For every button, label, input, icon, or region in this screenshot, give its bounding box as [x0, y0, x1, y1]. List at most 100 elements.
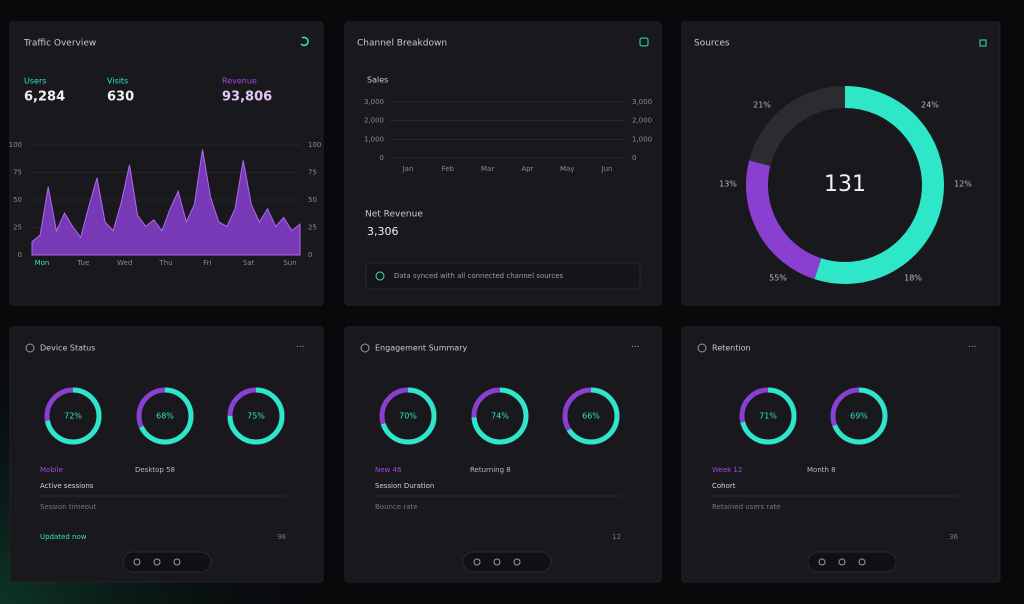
- refresh-icon[interactable]: [300, 36, 309, 47]
- label: New 46: [375, 466, 402, 474]
- notice-icon: [375, 271, 385, 281]
- gauge-arc: [227, 387, 285, 445]
- notice-bar: [365, 262, 641, 290]
- menu-dots[interactable]: ···: [296, 343, 305, 353]
- label: 1,000: [632, 135, 652, 143]
- label: Active sessions: [40, 482, 94, 490]
- label: May: [560, 165, 574, 173]
- label: Jan: [402, 165, 414, 173]
- label: 3,000: [364, 98, 384, 106]
- menu-dots[interactable]: ···: [968, 343, 977, 353]
- page-dot[interactable]: [153, 558, 161, 566]
- label: 100: [9, 141, 22, 149]
- label: 0: [308, 251, 312, 259]
- label: Users: [24, 77, 46, 86]
- pagination[interactable]: [462, 551, 552, 573]
- label: 13%: [719, 180, 737, 189]
- menu-dots[interactable]: ···: [631, 343, 640, 353]
- panel-icon: [697, 343, 707, 353]
- label: Mobile: [40, 466, 63, 474]
- label: 50: [308, 196, 317, 204]
- panel: [344, 21, 662, 306]
- page-dot[interactable]: [473, 558, 481, 566]
- gauge-arc: [136, 387, 194, 445]
- label: Tue: [76, 259, 89, 267]
- label: 24%: [921, 101, 939, 110]
- label: Traffic Overview: [23, 39, 96, 49]
- panel-icon: [25, 343, 35, 353]
- gauge-arc: [471, 387, 529, 445]
- label: 71%: [759, 412, 777, 421]
- label: 12: [612, 533, 621, 541]
- label: Net Revenue: [365, 210, 423, 220]
- label: Month 8: [807, 466, 836, 474]
- label: 25: [13, 224, 22, 232]
- page-dot[interactable]: [493, 558, 501, 566]
- label: Session Duration: [375, 482, 434, 490]
- label: 0: [18, 251, 22, 259]
- label: Sun: [283, 259, 296, 267]
- label: 50: [13, 196, 22, 204]
- label: Retained users rate: [712, 503, 781, 511]
- pagination[interactable]: [122, 551, 212, 573]
- label: 69%: [850, 412, 868, 421]
- label: 1,000: [364, 135, 384, 143]
- label: 72%: [64, 412, 82, 421]
- label: 630: [107, 90, 134, 105]
- area: [31, 149, 301, 256]
- label: Fri: [203, 259, 211, 267]
- label: 55%: [769, 274, 787, 283]
- label: Session timeout: [40, 503, 96, 511]
- page-dot[interactable]: [818, 558, 826, 566]
- label: Week 12: [712, 466, 742, 474]
- label: Data synced with all connected channel s…: [394, 272, 564, 280]
- label: 98: [277, 533, 286, 541]
- label: 74%: [491, 412, 509, 421]
- donut-segment: [746, 160, 822, 280]
- label: Cohort: [712, 482, 736, 490]
- pagination[interactable]: [807, 551, 897, 573]
- label: 3,306: [367, 225, 399, 238]
- label: Sales: [367, 76, 388, 85]
- label: Visits: [107, 77, 128, 86]
- donut-segment: [749, 86, 846, 167]
- label: Engagement Summary: [375, 344, 467, 353]
- page-dot[interactable]: [173, 558, 181, 566]
- panel: [681, 326, 1001, 583]
- label: 2,000: [632, 117, 652, 125]
- donut-segment: [814, 86, 944, 284]
- panel: [344, 326, 662, 583]
- label: 100: [308, 141, 321, 149]
- label: 93,806: [222, 90, 272, 105]
- label: 75: [308, 169, 317, 177]
- label: 0: [380, 154, 384, 162]
- page-dot[interactable]: [133, 558, 141, 566]
- export-icon[interactable]: [639, 37, 649, 47]
- gauge-arc: [830, 387, 888, 445]
- label: Sources: [694, 39, 730, 49]
- label: 36: [949, 533, 958, 541]
- label: 0: [632, 154, 636, 162]
- label: 12%: [954, 180, 972, 189]
- label: 18%: [904, 274, 922, 283]
- label: Mon: [35, 259, 50, 267]
- panel: [9, 326, 324, 583]
- label: Channel Breakdown: [357, 39, 447, 49]
- label: Returning 8: [470, 466, 511, 474]
- label: Revenue: [222, 77, 257, 86]
- page-dot[interactable]: [513, 558, 521, 566]
- label: 68%: [156, 412, 174, 421]
- gauge-arc: [739, 387, 797, 445]
- label: 25: [308, 224, 317, 232]
- label: Retention: [712, 344, 751, 353]
- page-dot[interactable]: [858, 558, 866, 566]
- label: 75: [13, 169, 22, 177]
- gauge-arc: [379, 387, 437, 445]
- label: 75%: [247, 412, 265, 421]
- label: Desktop 58: [135, 466, 175, 474]
- label: Sat: [243, 259, 255, 267]
- page-dot[interactable]: [838, 558, 846, 566]
- settings-icon[interactable]: [979, 39, 987, 47]
- label: Jun: [601, 165, 613, 173]
